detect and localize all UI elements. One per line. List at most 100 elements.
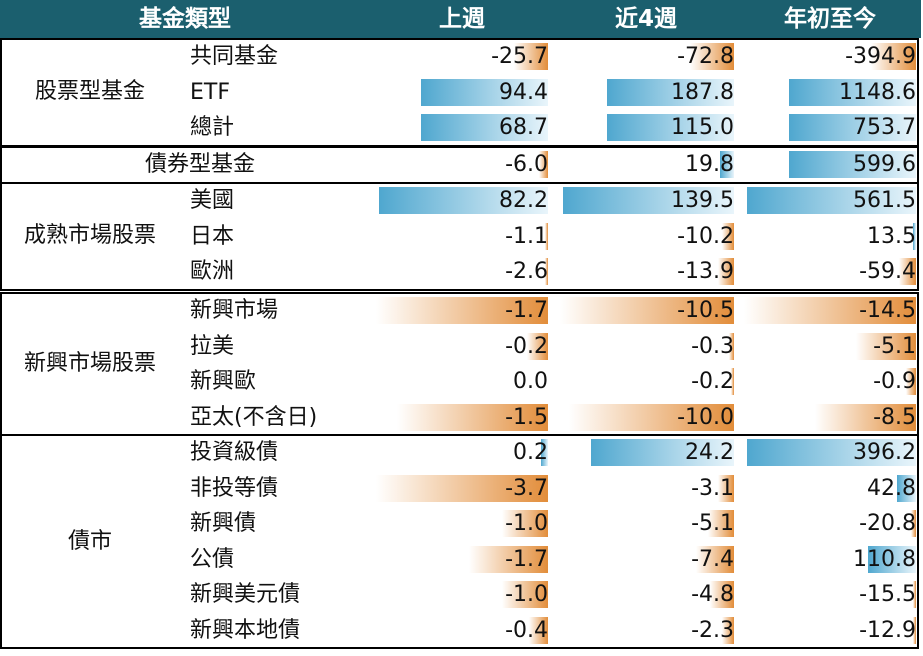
- value-cell-ytd: -59.4: [740, 254, 918, 289]
- data-bar-w4: [696, 545, 734, 573]
- value-cell-week: 0.2: [372, 435, 550, 470]
- value-w4: 115.0: [671, 115, 734, 140]
- value-cell-ytd: 42.8: [740, 471, 918, 506]
- value-cell-w4: -0.2: [556, 364, 736, 399]
- data-bar-ytd: [744, 297, 916, 324]
- value-ytd: -8.5: [873, 404, 916, 430]
- value-ytd: -14.5: [859, 298, 916, 323]
- value-w4: -4.8: [691, 582, 734, 607]
- value-w4: -5.1: [691, 511, 734, 536]
- group-label: 債市: [67, 529, 112, 554]
- data-bar-week: [539, 151, 548, 178]
- value-week: 0.0: [513, 369, 548, 394]
- table-row: 新興歐 0.0 -0.2 -0.9: [0, 364, 921, 399]
- value-cell-w4: 115.0: [556, 110, 736, 145]
- value-cell-w4: 19.8: [556, 147, 736, 182]
- value-w4: -10.5: [677, 298, 734, 323]
- value-week: -1.5: [505, 404, 548, 430]
- value-w4: 139.5: [671, 188, 734, 213]
- data-bar-week: [502, 581, 548, 608]
- data-bar-w4: [722, 616, 734, 644]
- value-week: -1.0: [505, 582, 548, 607]
- value-week: -1.1: [505, 223, 548, 249]
- value-ytd: -12.9: [859, 617, 916, 643]
- data-bar-ytd: [871, 43, 916, 70]
- group-label: 債券型基金: [144, 152, 255, 177]
- value-cell-ytd: 599.6: [740, 147, 918, 182]
- data-bar-w4: [560, 297, 734, 324]
- value-w4: -10.0: [677, 404, 734, 430]
- group-label: 新興市場股票: [23, 351, 156, 376]
- table-row: 日本 -1.1 -10.2 13.5: [0, 219, 921, 254]
- group-label: 股票型基金: [34, 79, 145, 104]
- table-header: 基金類型 上週 近4週 年初至今: [0, 0, 921, 38]
- data-bar-w4: [720, 151, 734, 178]
- value-cell-week: -2.6: [372, 254, 550, 289]
- value-week: -25.7: [491, 44, 548, 69]
- row-label: 新興美元債: [190, 582, 301, 607]
- data-bar-w4: [563, 187, 734, 214]
- value-cell-ytd: -8.5: [740, 400, 918, 435]
- value-cell-ytd: -14.5: [740, 293, 918, 328]
- data-bar-week: [527, 332, 548, 360]
- value-cell-w4: -10.0: [556, 400, 736, 435]
- value-cell-ytd: -20.8: [740, 506, 918, 541]
- table-row: 非投等債 -3.7 -3.1 42.8: [0, 471, 921, 506]
- value-cell-week: 82.2: [372, 183, 550, 218]
- data-bar-w4: [591, 439, 734, 466]
- value-cell-w4: 24.2: [556, 435, 736, 470]
- data-bar-w4: [729, 332, 734, 360]
- value-w4: -10.2: [677, 223, 734, 249]
- value-w4: 19.8: [685, 152, 734, 177]
- data-bar-w4: [710, 581, 734, 608]
- data-bar-w4: [718, 474, 734, 502]
- value-cell-ytd: -394.9: [740, 39, 918, 74]
- value-cell-w4: 187.8: [556, 75, 736, 110]
- row-label: 亞太(不含日): [190, 404, 318, 430]
- value-w4: -72.8: [677, 44, 734, 69]
- value-week: 68.7: [499, 115, 548, 140]
- data-bar-ytd: [868, 545, 916, 573]
- value-cell-w4: -2.3: [556, 613, 736, 648]
- row-label: 新興本地債: [190, 617, 301, 643]
- value-week: -1.7: [505, 546, 548, 572]
- value-week: -6.0: [505, 152, 548, 177]
- data-bar-week: [421, 114, 548, 141]
- table-row: ETF 94.4 187.8 1148.6: [0, 75, 921, 110]
- data-bar-week: [545, 258, 548, 285]
- header-last-week: 上週: [439, 6, 485, 32]
- value-cell-ytd: -15.5: [740, 577, 918, 612]
- value-cell-w4: -10.5: [556, 293, 736, 328]
- value-ytd: 396.2: [853, 440, 916, 465]
- data-bar-w4: [607, 78, 734, 106]
- data-bar-w4: [731, 368, 734, 395]
- table-row: 歐洲 -2.6 -13.9 -59.4: [0, 254, 921, 289]
- header-4-weeks: 近4週: [614, 6, 677, 32]
- row-label: 投資級債: [190, 440, 279, 465]
- value-ytd: 1148.6: [839, 79, 916, 105]
- row-label: 新興歐: [190, 369, 257, 394]
- data-bar-ytd: [913, 581, 916, 608]
- data-bar-ytd: [789, 114, 916, 141]
- value-ytd: -0.9: [873, 369, 916, 394]
- group-box: [0, 182, 919, 291]
- value-w4: -0.3: [691, 333, 734, 359]
- data-bar-ytd: [789, 78, 916, 106]
- value-ytd: -15.5: [859, 582, 916, 607]
- value-week: -1.7: [505, 298, 548, 323]
- data-bar-week: [397, 403, 548, 431]
- value-ytd: 42.8: [867, 475, 916, 501]
- value-cell-w4: -72.8: [556, 39, 736, 74]
- data-bar-week: [421, 78, 548, 106]
- value-w4: -13.9: [677, 259, 734, 284]
- value-w4: 187.8: [671, 79, 734, 105]
- data-bar-ytd: [815, 403, 916, 431]
- value-cell-ytd: 13.5: [740, 219, 918, 254]
- header-ytd: 年初至今: [784, 6, 876, 32]
- value-week: -1.0: [505, 511, 548, 536]
- data-bar-week: [376, 474, 548, 502]
- value-cell-ytd: -12.9: [740, 613, 918, 648]
- value-w4: -2.3: [691, 617, 734, 643]
- data-bar-week: [379, 187, 548, 214]
